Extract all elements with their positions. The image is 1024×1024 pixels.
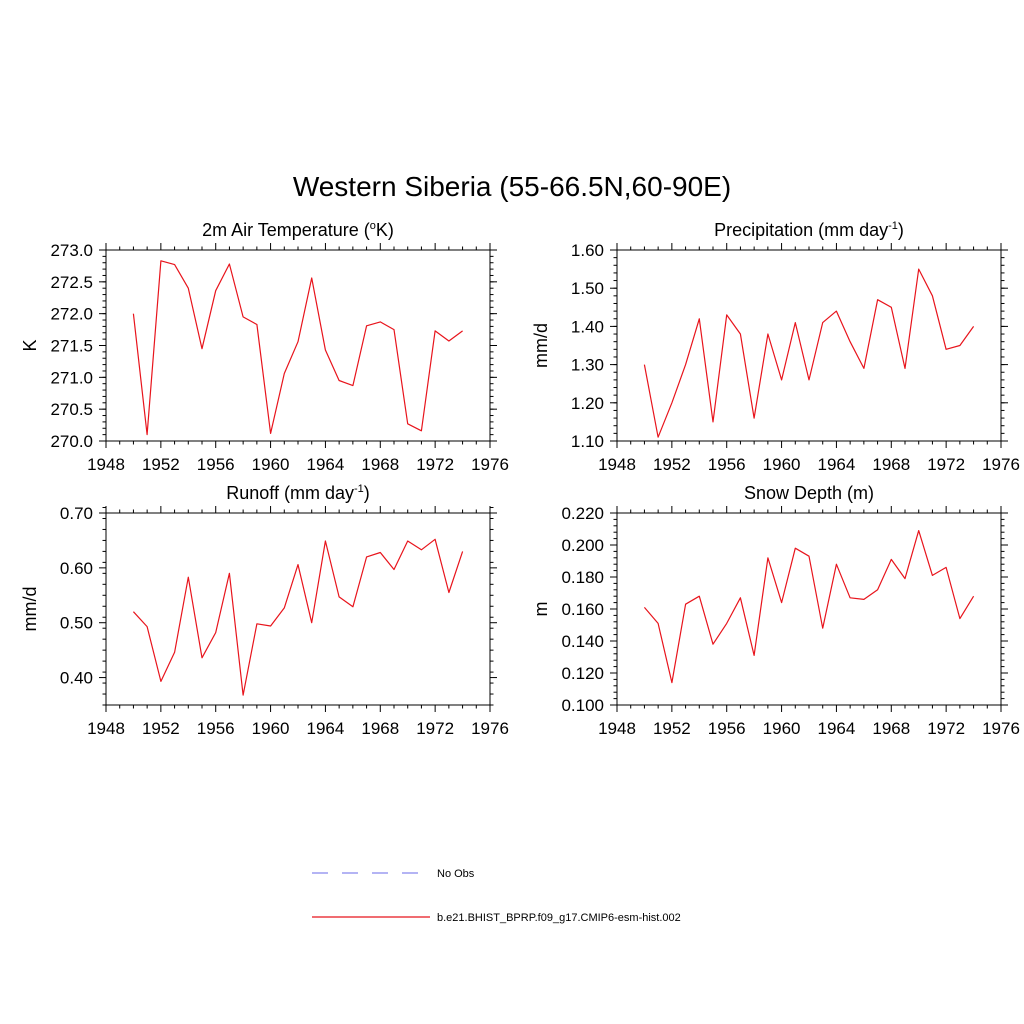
panel-title-main: Runoff (mm day [226, 483, 354, 503]
panel-title-tail: ) [898, 220, 904, 240]
y-tick-label: 0.140 [561, 632, 604, 651]
y-tick-label: 0.60 [60, 559, 93, 578]
legend-obs-label: No Obs [437, 868, 475, 880]
x-tick-label: 1964 [307, 719, 345, 738]
x-tick-label: 1952 [142, 455, 180, 474]
x-tick-label: 1976 [471, 719, 509, 738]
x-tick-label: 1972 [416, 455, 454, 474]
y-tick-label: 1.10 [571, 432, 604, 451]
plot-frame [616, 249, 1002, 442]
x-tick-label: 1976 [982, 455, 1020, 474]
x-tick-label: 1976 [982, 719, 1020, 738]
x-tick-label: 1972 [927, 719, 965, 738]
x-tick-label: 1968 [361, 455, 399, 474]
panel-title-main: 2m Air Temperature ( [202, 220, 370, 240]
y-axis-label: mm/d [531, 323, 551, 368]
chart-panel-4: 1948 1952 1956 1960 1964 1968 1972 1976 0.100 0.1… [531, 483, 1020, 738]
x-tick-label: 1968 [361, 719, 399, 738]
panel-title: Runoff (mm day-1) [226, 483, 370, 503]
y-tick-label: 1.30 [571, 356, 604, 375]
x-tick-label: 1952 [653, 455, 691, 474]
plot-frame [616, 512, 1002, 706]
y-tick-label: 1.50 [571, 279, 604, 298]
y-tick-label: 0.70 [60, 504, 93, 523]
x-tick-label: 1960 [252, 719, 290, 738]
panel-title-tail: ) [364, 483, 370, 503]
panel-title-superscript: o [370, 220, 376, 232]
x-tick-label: 1948 [87, 719, 125, 738]
x-tick-label: 1960 [252, 455, 290, 474]
y-tick-label: 0.220 [561, 504, 604, 523]
x-tick-label: 1960 [763, 719, 801, 738]
x-tick-label: 1976 [471, 455, 509, 474]
panel-title-superscript: -1 [354, 483, 364, 495]
data-line-series-1 [132, 260, 463, 436]
x-tick-label: 1956 [197, 719, 235, 738]
panel-title-main: Snow Depth (m) [744, 483, 874, 503]
y-axis-label: mm/d [20, 587, 40, 632]
y-tick-label: 272.5 [50, 273, 93, 292]
x-tick-label: 1968 [872, 719, 910, 738]
panel-title-main: Precipitation (mm day [714, 220, 888, 240]
panel-title-tail: K) [376, 220, 394, 240]
y-tick-label: 270.5 [50, 400, 93, 419]
y-tick-label: 1.60 [571, 241, 604, 260]
panel-title-superscript: -1 [888, 220, 898, 232]
x-tick-label: 1964 [307, 455, 345, 474]
chart-panel-1: 1948 1952 1956 1960 1964 1968 1972 1976 270.0 270… [20, 220, 509, 474]
panel-title: 2m Air Temperature (oK) [202, 220, 394, 240]
x-tick-label: 1956 [708, 455, 746, 474]
x-tick-label: 1952 [142, 719, 180, 738]
x-tick-label: 1968 [872, 455, 910, 474]
x-tick-label: 1948 [598, 719, 636, 738]
figure-title: Western Siberia (55-66.5N,60-90E) [293, 171, 731, 202]
x-tick-label: 1956 [197, 455, 235, 474]
data-line-series-1 [643, 529, 975, 684]
data-line-series-1 [132, 538, 464, 696]
x-tick-label: 1964 [818, 455, 856, 474]
y-tick-label: 271.0 [50, 368, 93, 387]
y-tick-label: 0.50 [60, 614, 93, 633]
y-tick-label: 1.40 [571, 317, 604, 336]
x-tick-label: 1948 [598, 455, 636, 474]
panel-title: Precipitation (mm day-1) [714, 220, 904, 240]
y-tick-label: 0.180 [561, 568, 604, 587]
x-tick-label: 1952 [653, 719, 691, 738]
y-tick-label: 0.100 [561, 696, 604, 715]
x-tick-label: 1960 [763, 455, 801, 474]
chart-panel-2: 1948 1952 1956 1960 1964 1968 1972 1976 1.10 1.20… [531, 220, 1020, 474]
panels: 1948 1952 1956 1960 1964 1968 1972 1976 270.0 270… [20, 220, 1020, 738]
y-tick-label: 1.20 [571, 394, 604, 413]
x-tick-label: 1948 [87, 455, 125, 474]
x-tick-label: 1972 [416, 719, 454, 738]
y-tick-label: 0.160 [561, 600, 604, 619]
plot-frame [105, 249, 491, 442]
x-tick-label: 1964 [818, 719, 856, 738]
data-line-series-1 [643, 268, 975, 438]
y-axis-label: m [531, 602, 551, 617]
y-tick-label: 270.0 [50, 432, 93, 451]
y-axis-label: K [20, 339, 40, 351]
legend-model-label: b.e21.BHIST_BPRP.f09_g17.CMIP6-esm-hist.… [437, 912, 681, 924]
chart-panel-3: 1948 1952 1956 1960 1964 1968 1972 1976 0.40 0.50… [20, 483, 509, 738]
y-tick-label: 0.40 [60, 669, 93, 688]
y-tick-label: 273.0 [50, 241, 93, 260]
x-tick-label: 1956 [708, 719, 746, 738]
y-tick-label: 0.200 [561, 536, 604, 555]
legend: No Obs b.e21.BHIST_BPRP.f09_g17.CMIP6-es… [312, 868, 681, 924]
panel-title: Snow Depth (m) [744, 483, 874, 503]
x-tick-label: 1972 [927, 455, 965, 474]
y-tick-label: 272.0 [50, 305, 93, 324]
y-tick-label: 0.120 [561, 664, 604, 683]
y-tick-label: 271.5 [50, 337, 93, 356]
